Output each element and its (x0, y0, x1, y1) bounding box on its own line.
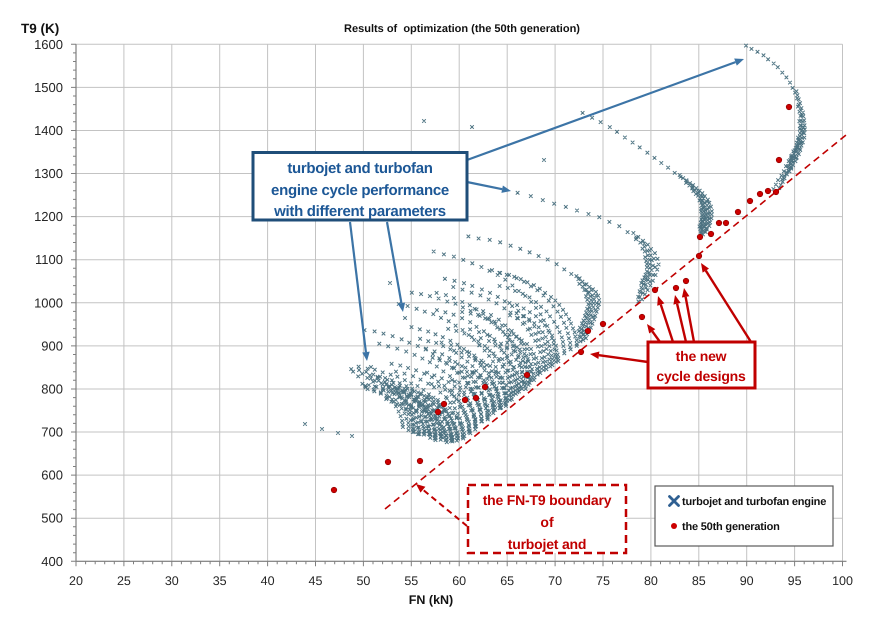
svg-text:40: 40 (261, 574, 275, 588)
svg-text:30: 30 (165, 574, 179, 588)
svg-text:100: 100 (832, 574, 853, 588)
svg-text:cycle designs: cycle designs (656, 368, 746, 384)
svg-text:80: 80 (644, 574, 658, 588)
svg-text:1600: 1600 (34, 37, 63, 52)
svg-text:1500: 1500 (34, 80, 63, 95)
svg-text:25: 25 (117, 574, 131, 588)
svg-text:the new: the new (676, 348, 727, 364)
svg-text:700: 700 (41, 425, 63, 440)
svg-text:1000: 1000 (34, 295, 63, 310)
svg-text:1400: 1400 (34, 123, 63, 138)
svg-text:45: 45 (309, 574, 323, 588)
svg-text:turbojet and turbofan: turbojet and turbofan (287, 160, 432, 177)
svg-text:20: 20 (69, 574, 83, 588)
svg-text:85: 85 (692, 574, 706, 588)
svg-text:70: 70 (548, 574, 562, 588)
svg-text:of: of (540, 514, 554, 530)
svg-text:90: 90 (740, 574, 754, 588)
svg-text:75: 75 (596, 574, 610, 588)
svg-text:95: 95 (788, 574, 802, 588)
svg-text:with different parameters: with different parameters (273, 203, 446, 220)
svg-text:the 50th generation: the 50th generation (682, 521, 780, 533)
svg-text:turbojet and: turbojet and (508, 536, 586, 552)
svg-text:400: 400 (41, 554, 63, 569)
svg-text:500: 500 (41, 511, 63, 526)
svg-text:the FN-T9 boundary: the FN-T9 boundary (483, 492, 612, 508)
svg-text:50: 50 (356, 574, 370, 588)
svg-text:900: 900 (41, 338, 63, 353)
svg-text:1300: 1300 (34, 166, 63, 181)
svg-text:turbojet and turbofan engine: turbojet and turbofan engine (682, 496, 826, 508)
svg-text:engine cycle performance: engine cycle performance (271, 182, 449, 199)
svg-text:Results of optimization (the: Results of optimization (the 50th genera… (344, 23, 580, 35)
svg-text:60: 60 (452, 574, 466, 588)
svg-text:65: 65 (500, 574, 514, 588)
svg-text:35: 35 (213, 574, 227, 588)
svg-text:800: 800 (41, 382, 63, 397)
svg-text:FN (kN): FN (kN) (409, 593, 453, 607)
svg-text:1200: 1200 (34, 209, 63, 224)
svg-text:1100: 1100 (35, 252, 63, 267)
svg-text:T9 (K): T9 (K) (21, 21, 59, 36)
svg-text:600: 600 (41, 468, 63, 483)
svg-text:55: 55 (404, 574, 418, 588)
